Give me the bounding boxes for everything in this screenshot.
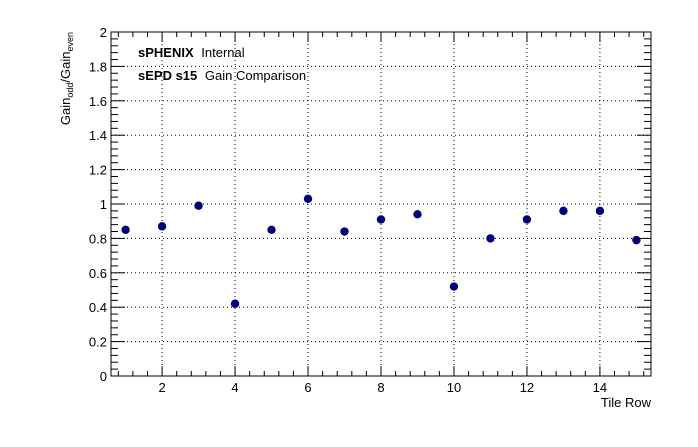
data-point: [595, 206, 605, 216]
data-point: [194, 201, 203, 210]
axis-ticks: [111, 31, 651, 377]
y-tick-label: 0.2: [89, 335, 107, 350]
annotation-line1-rest: Internal: [201, 45, 244, 60]
data-point: [632, 235, 641, 245]
data-point: [522, 215, 532, 224]
data-point: [157, 222, 167, 231]
tick-labels: 2 4 6 8 10 12 14 0 0.2 0.4 0.6 0.8 1 1.2 1.4 1.6 1.8 2: [89, 25, 607, 395]
y-tick-label: 1.4: [89, 128, 107, 143]
data-points: [121, 194, 641, 308]
data-point: [413, 210, 422, 219]
grid-lines: [111, 32, 651, 376]
y-axis-title: Gainodd/Gaineven: [58, 32, 75, 125]
data-point: [230, 299, 240, 308]
data-point: [340, 227, 349, 236]
x-tick-label: 12: [520, 380, 534, 395]
annotation-line2-bold: sEPD s15: [138, 68, 197, 83]
data-point: [267, 225, 276, 234]
x-tick-label: 8: [377, 380, 384, 395]
x-tick-label: 14: [593, 380, 607, 395]
plot-frame: [110, 31, 652, 377]
x-tick-label: 6: [304, 380, 311, 395]
data-point: [121, 225, 130, 234]
data-point: [449, 282, 459, 291]
data-point: [303, 194, 313, 204]
chart-annotation-line1: sPHENIX Internal: [138, 45, 245, 60]
y-tick-label: 0.6: [89, 266, 107, 281]
y-title-gain2: Gain: [58, 52, 73, 79]
annotation-line2-rest: Gain Comparison: [205, 68, 306, 83]
y-tick-label: 0.4: [89, 300, 107, 315]
y-tick-label: 1.2: [89, 163, 107, 178]
y-tick-label: 2: [100, 25, 107, 40]
y-tick-label: 0.8: [89, 231, 107, 246]
x-tick-label: 10: [447, 380, 461, 395]
y-title-gain: Gain: [58, 98, 73, 125]
y-tick-label: 0: [100, 369, 107, 384]
chart-annotation-line2: sEPD s15 Gain Comparison: [138, 68, 306, 83]
y-title-sub-odd: odd: [65, 83, 75, 98]
data-point: [376, 215, 386, 224]
y-tick-label: 1.6: [89, 94, 107, 109]
y-title-sub-even: even: [65, 32, 75, 52]
annotation-line1-bold: sPHENIX: [138, 45, 194, 60]
y-tick-label: 1: [100, 197, 107, 212]
x-axis-title: Tile Row: [601, 395, 652, 410]
y-title-slash: /: [58, 79, 73, 83]
y-tick-label: 1.8: [89, 59, 107, 74]
x-tick-label: 2: [158, 380, 165, 395]
data-point: [559, 206, 568, 216]
data-point: [486, 234, 495, 243]
x-tick-label: 4: [231, 380, 238, 395]
